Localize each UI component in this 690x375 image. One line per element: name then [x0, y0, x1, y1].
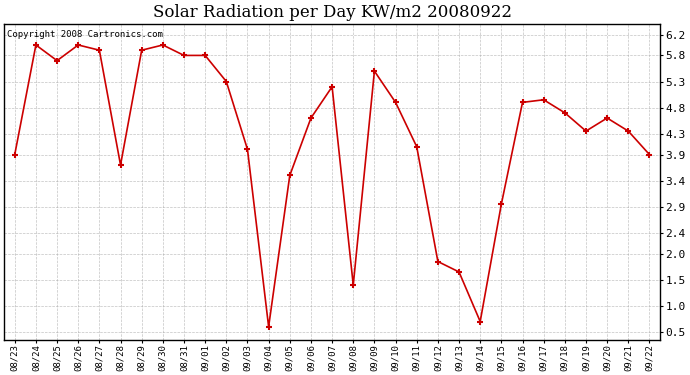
Title: Solar Radiation per Day KW/m2 20080922: Solar Radiation per Day KW/m2 20080922: [152, 4, 511, 21]
Text: Copyright 2008 Cartronics.com: Copyright 2008 Cartronics.com: [8, 30, 164, 39]
